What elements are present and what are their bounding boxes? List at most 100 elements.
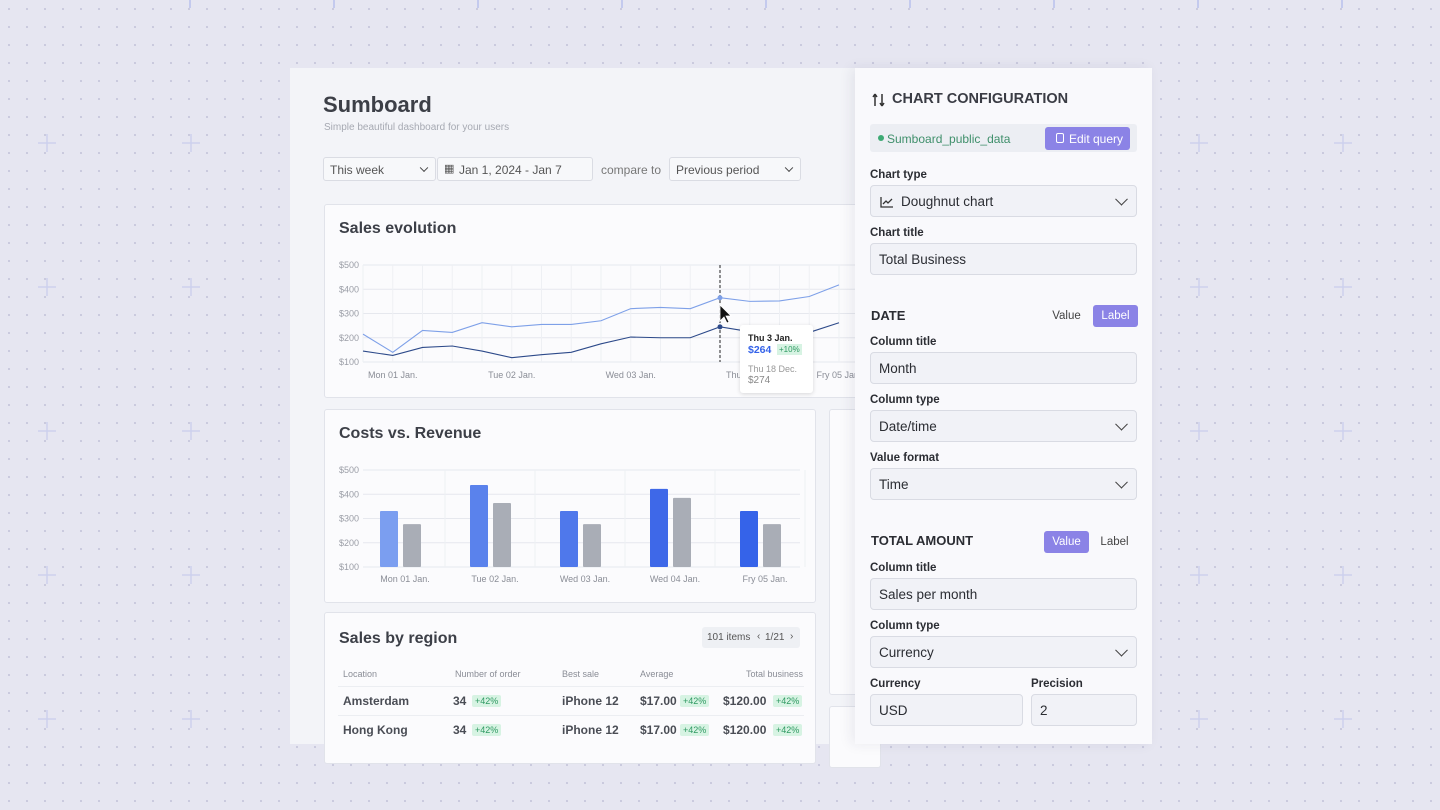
card-title: Sales by region bbox=[339, 630, 458, 647]
pager-arrow[interactable]: ‹ bbox=[757, 631, 761, 642]
value-format-select[interactable]: Time bbox=[870, 468, 1137, 500]
field-label: Column title bbox=[870, 336, 937, 348]
column-type-select[interactable]: Date/time bbox=[870, 410, 1137, 442]
value: Date/time bbox=[879, 418, 937, 434]
page: 1/21 bbox=[765, 632, 785, 643]
cell: iPhone 12 bbox=[562, 723, 619, 737]
plus-decor bbox=[38, 278, 56, 296]
value-tab[interactable]: Value bbox=[1052, 310, 1081, 322]
value: Currency bbox=[879, 644, 934, 660]
field-label: Value format bbox=[870, 452, 940, 464]
card-title: Costs vs. Revenue bbox=[339, 425, 482, 442]
column-header: Average bbox=[640, 669, 674, 679]
field-label: Precision bbox=[1031, 678, 1083, 690]
field-label: Chart title bbox=[870, 227, 924, 239]
tooltip-change: +10% bbox=[777, 344, 802, 355]
chevron bbox=[784, 163, 794, 173]
chevron bbox=[1115, 192, 1128, 206]
plus-decor bbox=[38, 134, 56, 152]
config-panel: CHART CONFIGURATION Sumboard_public_data… bbox=[855, 68, 1152, 744]
tooltip-compare-date: Thu 18 Dec. bbox=[748, 364, 798, 374]
value-tab[interactable]: Value bbox=[1044, 531, 1089, 553]
field-label: Column type bbox=[870, 620, 940, 632]
value: Total Business bbox=[879, 251, 967, 267]
column-header: Number of order bbox=[455, 669, 521, 679]
plus-decor bbox=[38, 710, 56, 728]
compare: Previous period bbox=[676, 163, 760, 177]
field-label: Currency bbox=[870, 678, 921, 690]
change-badge: +42% bbox=[472, 695, 502, 707]
plus-decor bbox=[1334, 134, 1352, 152]
plus-decor bbox=[182, 134, 200, 152]
settings-icon bbox=[872, 93, 885, 107]
section-heading: DATE bbox=[871, 308, 906, 323]
plus-decor bbox=[38, 566, 56, 584]
plus-decor bbox=[1190, 710, 1208, 728]
plus-decor bbox=[1190, 422, 1208, 440]
cell: iPhone 12 bbox=[562, 694, 619, 708]
plus-decor bbox=[1190, 134, 1208, 152]
compare-select[interactable]: Previous period bbox=[669, 157, 801, 181]
db-icon bbox=[1056, 133, 1064, 143]
label-tab[interactable]: Label bbox=[1093, 305, 1138, 327]
date-range[interactable]: ▦ Jan 1, 2024 - Jan 7 bbox=[437, 157, 593, 181]
cell: 34 bbox=[453, 723, 467, 737]
chart-type-select[interactable]: Doughnut chart bbox=[870, 185, 1137, 217]
precision-input[interactable]: 2 bbox=[1031, 694, 1137, 726]
plus-decor bbox=[1190, 278, 1208, 296]
value: Doughnut chart bbox=[901, 193, 994, 209]
plus-decor bbox=[1334, 710, 1352, 728]
column-header: Total business bbox=[745, 669, 803, 679]
pager-arrow[interactable]: › bbox=[790, 631, 794, 642]
column-title-input[interactable]: Sales per month bbox=[870, 578, 1137, 610]
tooltip-compare-value: $274 bbox=[748, 375, 771, 386]
row-divider bbox=[338, 715, 804, 716]
plus-decor bbox=[1190, 566, 1208, 584]
cell: 34 bbox=[453, 694, 467, 708]
value: USD bbox=[879, 702, 908, 718]
tooltip: Thu 3 Jan. $264 +10% Thu 18 Dec. $274 bbox=[740, 325, 813, 393]
cell: Amsterdam bbox=[343, 694, 410, 708]
field-label: Column title bbox=[870, 562, 937, 574]
source: Sumboard_public_data Edit query bbox=[870, 124, 1137, 152]
row-divider bbox=[338, 686, 804, 687]
chart-title-input[interactable]: Total Business bbox=[870, 243, 1137, 275]
column-title-input[interactable]: Month bbox=[870, 352, 1137, 384]
chevron bbox=[419, 163, 429, 173]
column-type-select[interactable]: Currency bbox=[870, 636, 1137, 668]
plus-decor bbox=[38, 422, 56, 440]
calendar-icon: ▦ bbox=[444, 163, 455, 175]
value: 2 bbox=[1040, 702, 1048, 718]
edit-query-button[interactable]: Edit query bbox=[1045, 127, 1130, 150]
chevron bbox=[1115, 643, 1128, 657]
plus-decor bbox=[182, 422, 200, 440]
compare-label: compare to bbox=[601, 163, 662, 177]
chevron bbox=[1115, 475, 1128, 489]
change-badge: +42% bbox=[472, 724, 502, 736]
source-name: Sumboard_public_data bbox=[887, 132, 1011, 146]
field-label: Chart type bbox=[870, 169, 927, 181]
card-title: Sales evolution bbox=[339, 220, 457, 237]
change-badge: +42% bbox=[773, 724, 803, 736]
pager[interactable] bbox=[702, 627, 800, 648]
period: This week bbox=[330, 163, 385, 177]
currency-input[interactable]: USD bbox=[870, 694, 1023, 726]
plus-decor bbox=[1334, 566, 1352, 584]
cell: $120.00 bbox=[723, 723, 767, 737]
change-badge: +42% bbox=[773, 695, 803, 707]
period-select[interactable]: This week bbox=[323, 157, 436, 181]
label-tab[interactable]: Label bbox=[1100, 536, 1129, 548]
plus-decor bbox=[182, 278, 200, 296]
plus-decor bbox=[1334, 278, 1352, 296]
column-header: Best sale bbox=[562, 669, 600, 679]
cell: $17.00 bbox=[640, 723, 677, 737]
chart-icon bbox=[880, 197, 893, 208]
panel-title: CHART CONFIGURATION bbox=[892, 91, 1069, 107]
button-label: Edit query bbox=[1069, 132, 1124, 146]
change-badge: +42% bbox=[680, 695, 710, 707]
items-count: 101 items bbox=[707, 632, 751, 643]
costs-card bbox=[324, 409, 816, 603]
field-label: Column type bbox=[870, 394, 940, 406]
section-heading: TOTAL AMOUNT bbox=[871, 533, 974, 548]
